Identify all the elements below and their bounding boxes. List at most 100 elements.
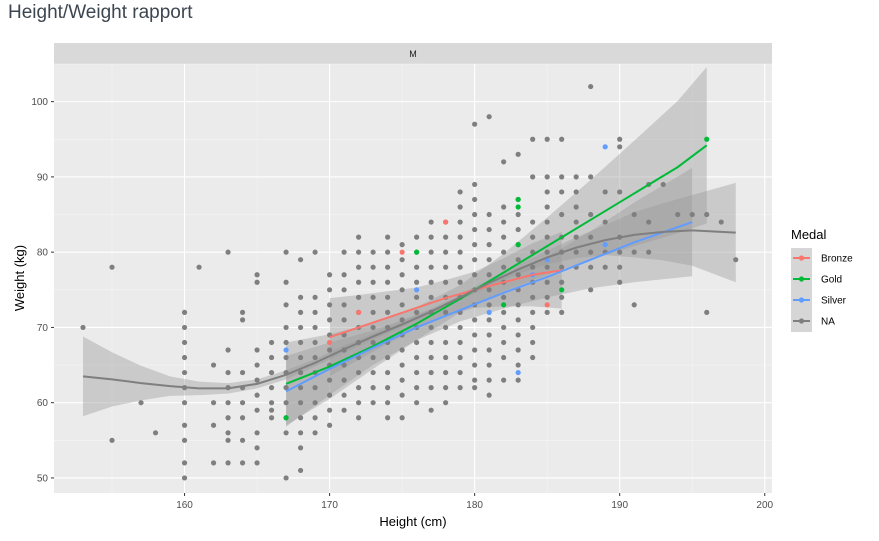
data-point-na: [472, 257, 478, 263]
major-gridlines: [54, 64, 772, 493]
legend-key-point-gold: [798, 276, 805, 282]
data-point-gold: [559, 287, 565, 293]
data-point-na: [515, 151, 521, 157]
data-point-na: [428, 369, 434, 376]
data-point-na: [268, 354, 275, 361]
data-point-na: [544, 234, 550, 240]
data-point-na: [152, 430, 159, 436]
data-point-na: [297, 339, 304, 346]
data-point-gold: [515, 204, 521, 210]
data-point-na: [326, 407, 333, 413]
data-point-na: [356, 234, 362, 240]
data-point-na: [414, 400, 420, 406]
data-point-na: [356, 294, 362, 300]
data-point-na: [399, 257, 405, 263]
legend-key-point-bronze: [798, 255, 805, 261]
data-point-na: [283, 339, 289, 346]
data-point-na: [326, 287, 333, 293]
data-point-na: [501, 354, 507, 361]
legend: Medal Bronze Gold Silver NA: [791, 227, 853, 332]
data-point-na: [530, 136, 536, 142]
data-point-na: [356, 415, 362, 421]
data-point-na: [472, 196, 478, 203]
data-point-na: [239, 317, 246, 323]
y-tick-label: 100: [31, 97, 48, 108]
data-point-na: [326, 422, 333, 428]
data-point-na: [225, 460, 231, 466]
x-tick-label: 170: [321, 500, 338, 511]
page-title: Height/Weight rapport: [8, 2, 193, 23]
data-point-na: [486, 392, 492, 398]
data-point-na: [443, 279, 449, 285]
data-point-na: [501, 339, 507, 346]
data-point-na: [283, 385, 289, 391]
data-point-na: [181, 422, 188, 428]
x-tick-label: 190: [611, 500, 628, 511]
data-point-na: [486, 272, 492, 278]
data-point-na: [312, 385, 318, 391]
data-point-na: [515, 317, 521, 323]
data-point-na: [181, 369, 188, 376]
data-point-gold: [515, 196, 521, 203]
data-point-gold: [283, 415, 289, 421]
data-point-na: [573, 234, 579, 240]
data-point-na: [181, 400, 188, 406]
data-point-na: [312, 339, 318, 346]
data-point-na: [297, 467, 304, 474]
trend-lines: [82, 144, 736, 393]
data-point-na: [472, 181, 478, 188]
data-point-na: [399, 317, 405, 323]
data-point-na: [341, 317, 347, 323]
data-point-na: [486, 347, 492, 353]
data-point-silver: [283, 347, 289, 353]
data-point-na: [181, 437, 188, 443]
data-point-na: [239, 437, 246, 443]
data-point-na: [443, 264, 449, 270]
data-point-na: [457, 219, 463, 225]
data-point-na: [297, 415, 304, 421]
data-point-na: [356, 264, 362, 270]
data-point-na: [312, 354, 318, 361]
data-point-na: [530, 234, 536, 240]
data-point-na: [399, 362, 405, 368]
data-point-na: [501, 324, 507, 331]
data-point-na: [370, 385, 376, 391]
data-point-na: [515, 272, 521, 278]
data-point-na: [181, 324, 188, 331]
data-point-na: [356, 400, 362, 406]
data-point-na: [544, 136, 550, 142]
data-point-na: [181, 475, 188, 481]
data-point-na: [515, 226, 521, 233]
trend-line-bronze: [329, 269, 562, 339]
data-point-na: [501, 204, 507, 210]
data-point-na: [356, 279, 362, 285]
data-point-na: [326, 272, 333, 278]
data-point-na: [399, 415, 405, 421]
data-point-na: [457, 234, 463, 240]
data-point-na: [370, 249, 376, 255]
data-point-na: [704, 211, 710, 218]
data-point-na: [428, 234, 434, 240]
data-point-na: [254, 347, 260, 353]
data-point-na: [457, 249, 463, 255]
data-point-na: [239, 400, 246, 406]
data-point-bronze: [544, 302, 550, 308]
data-point-na: [457, 385, 463, 391]
data-points: [80, 83, 739, 481]
data-point-na: [385, 415, 391, 421]
data-point-na: [414, 279, 420, 285]
data-point-na: [660, 181, 666, 188]
data-point-na: [588, 211, 594, 218]
data-point-na: [544, 249, 550, 255]
data-point-na: [385, 279, 391, 285]
data-point-na: [559, 309, 565, 315]
data-point-na: [486, 377, 492, 383]
data-point-na: [515, 257, 521, 263]
y-tick-label: 90: [37, 172, 49, 183]
data-point-gold: [704, 136, 710, 142]
data-point-na: [718, 219, 724, 225]
data-point-na: [457, 339, 463, 346]
data-point-na: [501, 377, 507, 383]
data-point-na: [428, 294, 434, 300]
data-point-na: [428, 279, 434, 285]
